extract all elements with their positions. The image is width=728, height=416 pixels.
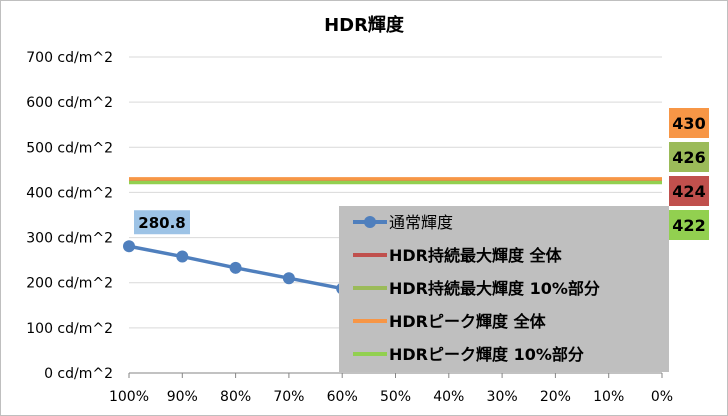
- end-label: 424: [672, 182, 705, 201]
- legend-label: HDR持続最大輝度 全体: [389, 246, 563, 265]
- y-tick-label: 0 cd/m^2: [44, 366, 113, 382]
- x-tick-label: 20%: [540, 389, 571, 405]
- data-point: [176, 250, 189, 263]
- end-label-box: [669, 142, 709, 172]
- y-tick-label: 200 cd/m^2: [26, 276, 113, 292]
- legend-marker: [364, 216, 376, 228]
- y-tick-label: 300 cd/m^2: [26, 231, 113, 247]
- x-tick-label: 80%: [220, 389, 251, 405]
- end-label: 426: [672, 148, 705, 167]
- label-layer: 280.8 430 426 424 422: [134, 108, 709, 240]
- legend-label: 通常輝度: [389, 213, 453, 232]
- legend: 通常輝度 HDR持続最大輝度 全体 HDR持続最大輝度 10%部分 HDRピーク輝度 …: [339, 206, 669, 372]
- legend-label: HDRピーク輝度 全体: [389, 312, 547, 331]
- x-tick-label: 60%: [327, 389, 358, 405]
- data-point: [229, 261, 242, 274]
- y-tick-label: 500 cd/m^2: [26, 140, 113, 156]
- data-point: [282, 272, 295, 285]
- y-tick-label: 600 cd/m^2: [26, 95, 113, 111]
- y-tick-label: 400 cd/m^2: [26, 185, 113, 201]
- x-tick-label: 50%: [380, 389, 411, 405]
- end-label-box: [669, 176, 709, 206]
- x-tick-label: 100%: [109, 389, 149, 405]
- x-tick-label: 90%: [167, 389, 198, 405]
- end-label-box: [669, 108, 709, 138]
- data-point: [123, 240, 135, 253]
- x-tick-label: 0%: [651, 389, 673, 405]
- x-tick-label: 70%: [273, 389, 304, 405]
- data-label-box: [134, 210, 190, 235]
- end-label-box: [669, 210, 709, 240]
- data-label: 280.8: [138, 214, 185, 232]
- end-label: 430: [672, 114, 705, 133]
- y-tick-label: 100 cd/m^2: [26, 321, 113, 337]
- x-tick-label: 30%: [487, 389, 518, 405]
- legend-box: [339, 206, 669, 372]
- chart-title: HDR輝度: [324, 14, 405, 36]
- y-tick-label: 700 cd/m^2: [26, 50, 113, 66]
- legend-label: HDRピーク輝度 10%部分: [389, 345, 584, 364]
- x-tick-label: 40%: [433, 389, 464, 405]
- end-label: 422: [672, 216, 705, 235]
- legend-label: HDR持続最大輝度 10%部分: [389, 279, 600, 298]
- x-tick-label: 10%: [593, 389, 624, 405]
